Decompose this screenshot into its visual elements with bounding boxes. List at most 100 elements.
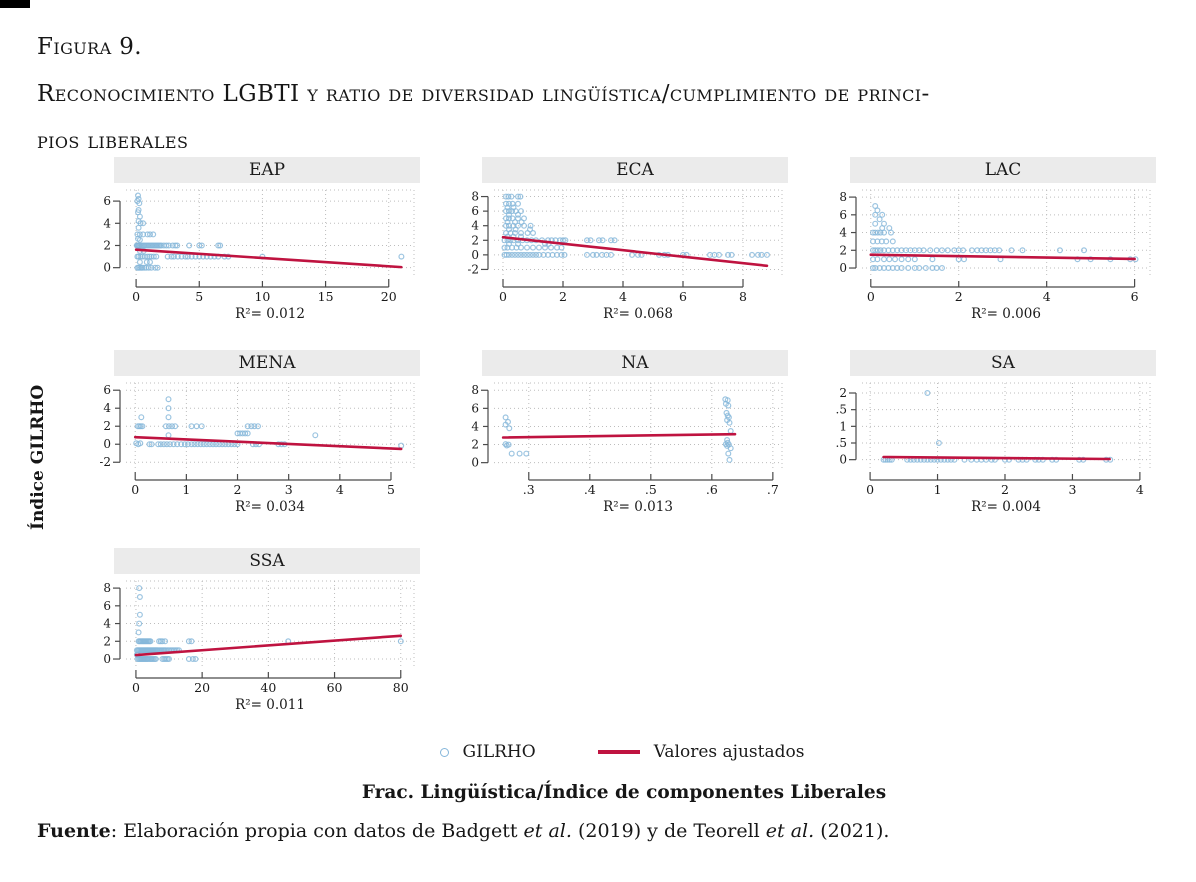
panel-title-na: NA bbox=[482, 350, 788, 376]
panel-sa: SA 0 .5 1 1.5 2 0 1 2 3 4 R²= 0.004 bbox=[836, 350, 1156, 515]
source-text-3: (2021). bbox=[814, 820, 890, 842]
panel-lac: LAC 0 2 4 6 8 0 2 4 6 R²= 0.006 bbox=[836, 157, 1156, 322]
svg-text:2: 2 bbox=[471, 233, 479, 247]
svg-text:20: 20 bbox=[381, 289, 397, 304]
r2-label-eca: R²= 0.068 bbox=[603, 306, 673, 322]
scatter-plot-eap: 0 2 4 6 0 5 10 15 20 bbox=[100, 186, 420, 308]
svg-text:8: 8 bbox=[839, 190, 847, 204]
svg-text:0: 0 bbox=[103, 652, 111, 666]
svg-text:4: 4 bbox=[103, 216, 111, 230]
x-axis-title: Frac. Lingüística/Índice de componentes … bbox=[361, 782, 887, 803]
svg-text:4: 4 bbox=[471, 219, 479, 233]
svg-text:2: 2 bbox=[103, 419, 111, 433]
source-prefix: Fuente bbox=[37, 820, 111, 842]
svg-text:6: 6 bbox=[839, 208, 847, 222]
svg-text:2: 2 bbox=[559, 289, 567, 304]
scatter-plot-ssa: 0 2 4 6 8 0 20 40 60 80 bbox=[100, 577, 420, 699]
svg-text:2: 2 bbox=[839, 386, 847, 400]
figure-title-line-1: Reconocimiento LGBTI y ratio de diversid… bbox=[37, 81, 930, 107]
svg-text:.3: .3 bbox=[523, 482, 535, 497]
panel-title-ssa: SSA bbox=[114, 548, 420, 574]
svg-text:6: 6 bbox=[103, 194, 111, 208]
svg-text:4: 4 bbox=[1043, 289, 1051, 304]
r2-label-eap: R²= 0.012 bbox=[235, 306, 305, 322]
legend: GILRHO Valores ajustados bbox=[0, 742, 1196, 762]
svg-text:0: 0 bbox=[839, 261, 847, 275]
svg-text:0: 0 bbox=[132, 289, 140, 304]
svg-text:3: 3 bbox=[1068, 482, 1076, 497]
panel-title-mena: MENA bbox=[114, 350, 420, 376]
svg-text:4: 4 bbox=[103, 401, 111, 415]
svg-text:.5: .5 bbox=[836, 436, 847, 450]
svg-text:6: 6 bbox=[103, 383, 111, 397]
r2-label-lac: R²= 0.006 bbox=[971, 306, 1041, 322]
svg-text:6: 6 bbox=[103, 599, 111, 613]
svg-text:0: 0 bbox=[866, 482, 874, 497]
svg-text:0: 0 bbox=[132, 680, 140, 695]
svg-text:0: 0 bbox=[471, 456, 479, 470]
panel-title-eap: EAP bbox=[114, 157, 420, 183]
svg-text:10: 10 bbox=[254, 289, 270, 304]
svg-text:8: 8 bbox=[103, 581, 111, 595]
panel-eca: ECA -2 0 2 4 6 8 0 2 4 6 8 R²= 0.068 bbox=[468, 157, 788, 322]
scatter-plot-sa: 0 .5 1 1.5 2 0 1 2 3 4 bbox=[836, 379, 1156, 501]
svg-text:0: 0 bbox=[471, 248, 479, 262]
svg-text:4: 4 bbox=[839, 226, 847, 240]
figure-number: Figura 9. bbox=[37, 34, 143, 60]
svg-text:4: 4 bbox=[336, 482, 344, 497]
scatter-plot-eca: -2 0 2 4 6 8 0 2 4 6 8 bbox=[468, 186, 788, 308]
svg-text:5: 5 bbox=[387, 482, 395, 497]
panel-title-sa: SA bbox=[850, 350, 1156, 376]
legend-item-fitted: Valores ajustados bbox=[597, 742, 805, 762]
y-axis-title: Índice GILRHO bbox=[28, 384, 48, 531]
source-text-2: (2019) y de Teorell bbox=[571, 820, 766, 842]
panel-eap: EAP 0 2 4 6 0 5 10 15 20 R²= 0.012 bbox=[100, 157, 420, 322]
svg-text:4: 4 bbox=[103, 617, 111, 631]
svg-text:8: 8 bbox=[471, 190, 479, 204]
figure-title-line-2: pios liberales bbox=[37, 128, 189, 154]
svg-text:2: 2 bbox=[103, 238, 111, 252]
svg-text:6: 6 bbox=[679, 289, 687, 304]
svg-text:4: 4 bbox=[471, 419, 479, 433]
svg-text:.5: .5 bbox=[645, 482, 657, 497]
panel-title-eca: ECA bbox=[482, 157, 788, 183]
svg-text:0: 0 bbox=[131, 482, 139, 497]
source-etal-1: et al. bbox=[523, 820, 572, 842]
svg-text:4: 4 bbox=[619, 289, 627, 304]
r2-label-ssa: R²= 0.011 bbox=[235, 697, 305, 713]
r2-label-mena: R²= 0.034 bbox=[235, 499, 305, 515]
svg-text:60: 60 bbox=[327, 680, 343, 695]
panel-ssa: SSA 0 2 4 6 8 0 20 40 60 80 R²= 0.011 bbox=[100, 548, 420, 713]
source-etal-2: et al. bbox=[765, 820, 815, 842]
legend-label-gilrho: GILRHO bbox=[462, 742, 536, 762]
svg-text:-2: -2 bbox=[100, 455, 111, 469]
panel-title-lac: LAC bbox=[850, 157, 1156, 183]
svg-text:2: 2 bbox=[471, 438, 479, 452]
r2-label-na: R²= 0.013 bbox=[603, 499, 673, 515]
scatter-marker-icon bbox=[439, 747, 449, 757]
svg-text:2: 2 bbox=[839, 243, 847, 257]
svg-text:2: 2 bbox=[234, 482, 242, 497]
svg-text:0: 0 bbox=[499, 289, 507, 304]
svg-text:1: 1 bbox=[839, 419, 847, 433]
legend-label-fitted: Valores ajustados bbox=[653, 742, 805, 762]
source-note: Fuente: Elaboración propia con datos de … bbox=[37, 820, 889, 842]
svg-text:80: 80 bbox=[393, 680, 409, 695]
source-text-1: : Elaboración propia con datos de Badget… bbox=[110, 820, 524, 842]
scatter-plot-mena: -2 0 2 4 6 0 1 2 3 4 5 bbox=[100, 379, 420, 501]
svg-text:0: 0 bbox=[839, 453, 847, 467]
svg-text:20: 20 bbox=[194, 680, 210, 695]
svg-text:40: 40 bbox=[260, 680, 276, 695]
r2-label-sa: R²= 0.004 bbox=[971, 499, 1041, 515]
svg-text:6: 6 bbox=[1131, 289, 1139, 304]
svg-text:.7: .7 bbox=[767, 482, 779, 497]
svg-text:8: 8 bbox=[471, 383, 479, 397]
svg-text:1: 1 bbox=[934, 482, 942, 497]
legend-item-gilrho: GILRHO bbox=[439, 742, 536, 762]
figure-title: Figura 9. Reconocimiento LGBTI y ratio d… bbox=[37, 24, 1167, 165]
svg-text:0: 0 bbox=[867, 289, 875, 304]
svg-text:8: 8 bbox=[739, 289, 747, 304]
svg-text:5: 5 bbox=[195, 289, 203, 304]
svg-text:2: 2 bbox=[1001, 482, 1009, 497]
svg-text:15: 15 bbox=[318, 289, 334, 304]
